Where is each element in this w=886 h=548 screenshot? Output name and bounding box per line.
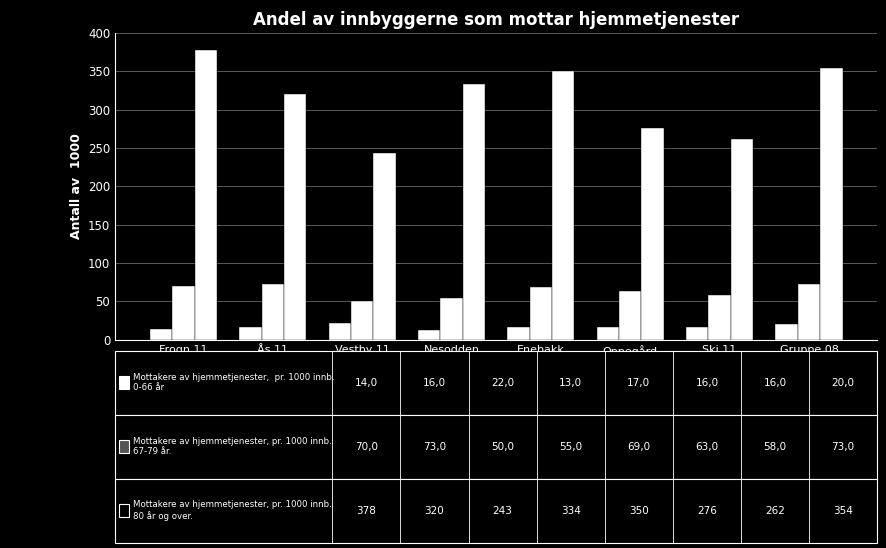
Text: 334: 334: [561, 506, 580, 516]
Bar: [329, 323, 351, 340]
Bar: [115, 415, 877, 478]
Bar: [150, 329, 172, 340]
Text: 22,0: 22,0: [491, 378, 514, 387]
Text: 350: 350: [629, 506, 649, 516]
Text: Mottakere av hjemmetjenester, pr. 1000 innb.
67-79 år.: Mottakere av hjemmetjenester, pr. 1000 i…: [133, 437, 331, 456]
Bar: [172, 286, 195, 340]
Bar: [709, 295, 731, 340]
Bar: [195, 50, 217, 340]
Text: 16,0: 16,0: [764, 378, 787, 387]
Bar: [119, 440, 128, 453]
Text: 276: 276: [697, 506, 717, 516]
Bar: [119, 504, 128, 517]
Bar: [820, 68, 843, 340]
Text: 17,0: 17,0: [627, 378, 650, 387]
Text: 63,0: 63,0: [696, 442, 719, 452]
Text: 50,0: 50,0: [491, 442, 514, 452]
Text: 58,0: 58,0: [764, 442, 787, 452]
Text: 14,0: 14,0: [354, 378, 378, 387]
Bar: [284, 94, 307, 340]
Text: 13,0: 13,0: [559, 378, 582, 387]
Bar: [797, 284, 820, 340]
Text: 20,0: 20,0: [832, 378, 855, 387]
Text: 16,0: 16,0: [423, 378, 446, 387]
Text: 70,0: 70,0: [355, 442, 378, 452]
Text: 354: 354: [833, 506, 853, 516]
Bar: [351, 301, 373, 340]
Bar: [115, 478, 877, 543]
Text: 378: 378: [356, 506, 377, 516]
Bar: [641, 128, 664, 340]
Text: 262: 262: [765, 506, 785, 516]
Text: 69,0: 69,0: [627, 442, 650, 452]
Bar: [261, 284, 284, 340]
Bar: [115, 351, 877, 415]
Text: 55,0: 55,0: [559, 442, 582, 452]
Bar: [552, 71, 574, 340]
Bar: [686, 328, 709, 340]
Text: 73,0: 73,0: [423, 442, 446, 452]
Bar: [440, 298, 462, 340]
Bar: [508, 327, 530, 340]
Bar: [530, 287, 552, 340]
Bar: [418, 330, 440, 340]
Y-axis label: Antall av  1000: Antall av 1000: [69, 133, 82, 239]
Text: 320: 320: [424, 506, 445, 516]
Text: Mottakere av hjemmetjenester, pr. 1000 innb.
80 år og over.: Mottakere av hjemmetjenester, pr. 1000 i…: [133, 500, 331, 521]
Bar: [619, 292, 641, 340]
Text: 73,0: 73,0: [832, 442, 855, 452]
Bar: [119, 376, 128, 390]
Bar: [596, 328, 619, 340]
Bar: [775, 324, 797, 340]
Text: Mottakere av hjemmetjenester,  pr. 1000 innb.
0-66 år: Mottakere av hjemmetjenester, pr. 1000 i…: [133, 373, 334, 392]
Title: Andel av innbyggerne som mottar hjemmetjenester: Andel av innbyggerne som mottar hjemmetj…: [253, 10, 739, 28]
Bar: [373, 153, 396, 340]
Text: 16,0: 16,0: [696, 378, 719, 387]
Bar: [462, 83, 485, 340]
Text: 243: 243: [493, 506, 512, 516]
Bar: [239, 328, 261, 340]
Bar: [731, 139, 753, 340]
